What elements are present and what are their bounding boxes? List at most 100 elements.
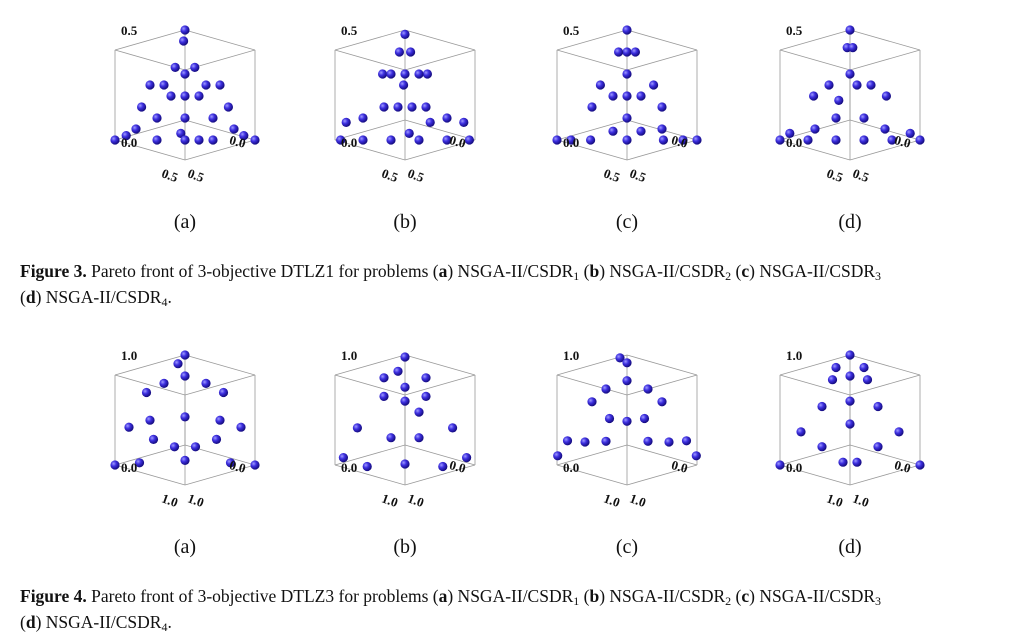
point [586, 135, 596, 145]
x-min-label: 0.0 [670, 457, 690, 476]
point [785, 128, 795, 138]
front-x-label: 0.5 [160, 165, 181, 185]
point [852, 457, 862, 467]
panel-label: (c) [616, 211, 638, 233]
point [124, 422, 134, 432]
caption-text: ) NSGA-II/CSDR [749, 586, 876, 606]
axis-frame [184, 354, 256, 376]
point [194, 91, 204, 101]
point [414, 135, 424, 145]
point [580, 437, 590, 447]
point [211, 434, 222, 444]
front-x-label: 0.5 [825, 165, 846, 185]
panel-label: (a) [174, 536, 196, 558]
point [399, 80, 409, 90]
front-y-label: 1.0 [628, 490, 648, 510]
point [796, 427, 806, 437]
point [170, 62, 180, 72]
caption-text: Figure 4. [20, 586, 87, 606]
front-y-label: 0.5 [628, 165, 649, 185]
point [180, 350, 190, 360]
point [845, 350, 855, 360]
point [464, 135, 474, 145]
point [859, 113, 869, 123]
caption-text: 2 [725, 269, 732, 283]
axis-frame [779, 374, 851, 396]
panel-label: (d) [838, 536, 861, 558]
point [438, 461, 448, 472]
axis-frame [404, 444, 476, 466]
caption-text: 4 [161, 620, 168, 634]
point [622, 416, 632, 426]
point [352, 423, 362, 433]
axis-frame [779, 354, 851, 376]
axis-frame [779, 464, 851, 486]
x-min-label: 0.0 [228, 457, 248, 476]
axis-frame [334, 139, 406, 161]
point [587, 102, 597, 112]
caption-text: 4 [161, 295, 168, 309]
point [873, 401, 883, 412]
caption-text: a [438, 586, 448, 606]
caption-text: ) NSGA-II/CSDR [35, 612, 162, 632]
x-min-label: 0.0 [893, 132, 913, 151]
caption-text: ) NSGA-II/CSDR [447, 586, 574, 606]
point [400, 459, 410, 469]
point [180, 135, 190, 145]
caption-text: ( [20, 612, 26, 632]
z-max-label: 0.5 [563, 23, 580, 38]
x-min-label: 0.0 [893, 457, 913, 476]
point [425, 117, 435, 127]
point [239, 131, 249, 141]
point [194, 135, 204, 145]
point [810, 124, 820, 134]
point [852, 80, 862, 90]
point [622, 376, 632, 386]
axis-frame [626, 374, 698, 396]
point [817, 401, 827, 412]
caption-line: Figure 3. Pareto front of 3-objective DT… [20, 258, 1020, 284]
point [636, 126, 646, 136]
axis-frame [779, 49, 851, 71]
point [622, 47, 632, 57]
axis-frame [626, 354, 698, 376]
point [406, 47, 416, 57]
point [838, 457, 848, 467]
point [595, 80, 606, 90]
axis-frame [114, 354, 186, 376]
z-min-label: 0.0 [563, 135, 579, 150]
point [358, 113, 368, 123]
point [834, 95, 844, 105]
point [643, 436, 653, 446]
axis-frame [556, 49, 628, 71]
front-x-label: 1.0 [380, 490, 400, 510]
axis-frame [626, 444, 698, 466]
point [208, 135, 218, 145]
x-min-label: 0.0 [670, 132, 690, 151]
point [622, 25, 632, 35]
point [649, 80, 659, 90]
point [358, 135, 368, 145]
panel-label: (b) [393, 211, 416, 233]
axis-frame [184, 139, 256, 161]
point [379, 373, 389, 383]
point [622, 91, 632, 101]
point [378, 69, 388, 79]
axis-frame [849, 464, 921, 486]
point [448, 423, 458, 433]
axis-frame [114, 139, 186, 161]
point [622, 358, 632, 368]
axis-frame [184, 29, 256, 51]
point [394, 47, 404, 57]
point [421, 102, 431, 112]
point [386, 433, 396, 443]
point [180, 412, 190, 422]
point [845, 419, 855, 429]
caption-text: c [741, 261, 750, 281]
point [218, 387, 229, 398]
point [180, 25, 190, 35]
point [614, 47, 624, 57]
caption-text: 1 [573, 269, 580, 283]
